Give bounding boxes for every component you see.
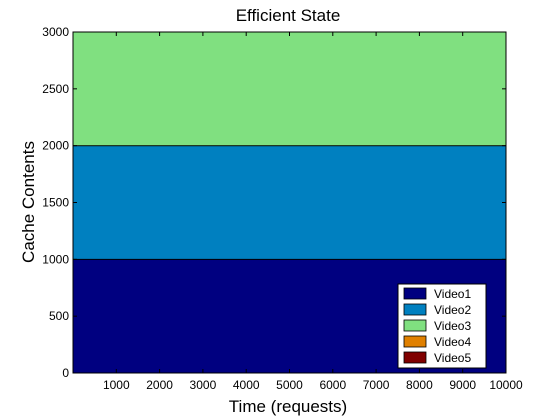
x-tick-label: 10000	[489, 378, 523, 392]
x-tick-label: 1000	[103, 378, 130, 392]
legend-label-video2: Video2	[434, 303, 471, 317]
legend-label-video3: Video3	[434, 319, 471, 333]
x-tick-label: 8000	[406, 378, 433, 392]
y-axis-label: Cache Contents	[19, 141, 38, 263]
x-tick-label: 5000	[276, 378, 303, 392]
x-tick-label: 9000	[449, 378, 476, 392]
area-video3	[72, 31, 507, 147]
x-axis-label: Time (requests)	[229, 397, 347, 416]
legend-label-video1: Video1	[434, 287, 471, 301]
legend-swatch-video3	[403, 319, 427, 332]
x-tick-label: 7000	[363, 378, 390, 392]
chart-title: Efficient State	[236, 6, 341, 25]
y-tick-label: 3000	[42, 25, 69, 39]
x-tick-label: 3000	[190, 378, 217, 392]
y-tick-label: 1000	[42, 252, 69, 266]
y-tick-label: 1500	[42, 196, 69, 210]
x-tick-label: 6000	[319, 378, 346, 392]
legend-swatch-video4	[403, 335, 427, 348]
x-tick-label: 4000	[233, 378, 260, 392]
x-axis-ticks: 1000 2000 3000 4000 5000 6000 7000 8000 9000 1000…	[103, 32, 523, 392]
legend-swatch-video2	[403, 303, 427, 316]
y-tick-label: 2500	[42, 82, 69, 96]
legend: Video1 Video2 Video3 Video4 Video5	[397, 283, 487, 369]
y-tick-label: 500	[49, 309, 69, 323]
y-tick-label: 2000	[42, 139, 69, 153]
y-axis-ticks: 0 500 1000 1500 2000 2500 3000	[42, 25, 506, 380]
y-tick-label: 0	[62, 366, 69, 380]
x-tick-label: 2000	[146, 378, 173, 392]
legend-swatch-video1	[403, 287, 427, 300]
legend-label-video4: Video4	[434, 335, 471, 349]
area-video2	[72, 145, 507, 260]
legend-label-video5: Video5	[434, 351, 471, 365]
legend-swatch-video5	[403, 351, 427, 364]
